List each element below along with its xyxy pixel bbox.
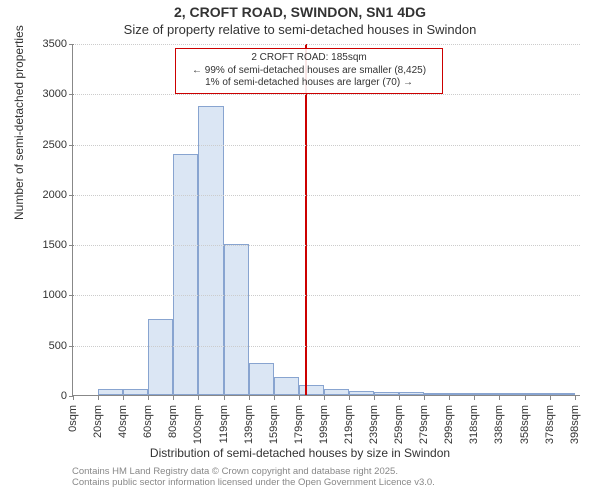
bars-layer [73,44,580,395]
y-tick-label: 1000 [43,289,73,301]
chart-title-line1: 2, CROFT ROAD, SWINDON, SN1 4DG [0,4,600,20]
chart-container: 2, CROFT ROAD, SWINDON, SN1 4DG Size of … [0,0,600,500]
x-tick-mark [575,395,576,400]
histogram-bar [424,393,449,395]
annotation-line2: ← 99% of semi-detached houses are smalle… [182,65,436,78]
x-tick-mark [299,395,300,400]
chart-title-line2: Size of property relative to semi-detach… [0,22,600,37]
y-tick-label: 500 [49,340,73,352]
annotation-line3: 1% of semi-detached houses are larger (7… [182,77,436,90]
histogram-bar [274,377,299,395]
x-tick-label: 239sqm [368,401,380,444]
x-tick-mark [98,395,99,400]
y-tick-label: 2500 [43,139,73,151]
histogram-bar [148,319,173,395]
gridline [73,94,580,95]
annotation-line1: 2 CROFT ROAD: 185sqm [182,52,436,65]
x-tick-label: 279sqm [418,401,430,444]
histogram-bar [349,391,374,395]
gridline [73,245,580,246]
histogram-bar [499,393,524,395]
footer-attribution: Contains HM Land Registry data © Crown c… [72,466,435,489]
x-tick-label: 179sqm [293,401,305,444]
histogram-bar [98,389,123,395]
histogram-bar [550,393,575,395]
x-tick-label: 199sqm [318,401,330,444]
histogram-bar [299,385,324,395]
gridline [73,44,580,45]
x-tick-mark [249,395,250,400]
x-tick-mark [424,395,425,400]
x-tick-label: 358sqm [519,401,531,444]
x-tick-mark [499,395,500,400]
x-tick-mark [399,395,400,400]
x-axis-label: Distribution of semi-detached houses by … [0,446,600,460]
x-tick-mark [449,395,450,400]
histogram-bar [525,393,550,395]
y-axis-label: Number of semi-detached properties [12,25,26,220]
histogram-bar [324,389,349,395]
gridline [73,295,580,296]
x-tick-label: 119sqm [218,401,230,443]
x-tick-mark [148,395,149,400]
footer-line2: Contains public sector information licen… [72,477,435,488]
x-tick-label: 219sqm [343,401,355,444]
x-tick-label: 378sqm [544,401,556,444]
plot-area: 2 CROFT ROAD: 185sqm ← 99% of semi-detac… [72,44,580,396]
y-tick-label: 2000 [43,189,73,201]
x-tick-mark [474,395,475,400]
x-tick-label: 0sqm [67,401,79,432]
footer-line1: Contains HM Land Registry data © Crown c… [72,466,435,477]
gridline [73,195,580,196]
x-tick-label: 338sqm [493,401,505,444]
histogram-bar [399,392,424,395]
histogram-bar [449,393,474,395]
reference-line [305,44,307,395]
x-tick-mark [123,395,124,400]
x-tick-label: 139sqm [243,401,255,444]
x-tick-label: 318sqm [468,401,480,444]
gridline [73,346,580,347]
x-tick-mark [73,395,74,400]
annotation-box: 2 CROFT ROAD: 185sqm ← 99% of semi-detac… [175,48,443,94]
histogram-bar [198,106,223,395]
x-tick-mark [173,395,174,400]
histogram-bar [374,392,399,395]
y-tick-label: 3500 [43,38,73,50]
x-tick-label: 398sqm [569,401,581,444]
x-tick-label: 299sqm [443,401,455,444]
y-tick-label: 1500 [43,239,73,251]
histogram-bar [474,393,499,395]
histogram-bar [249,363,274,395]
x-tick-label: 80sqm [167,401,179,438]
histogram-bar [173,154,198,395]
x-tick-label: 100sqm [192,401,204,444]
x-tick-label: 159sqm [268,401,280,444]
x-tick-mark [349,395,350,400]
histogram-bar [123,389,148,395]
x-tick-label: 20sqm [92,401,104,438]
x-tick-label: 259sqm [393,401,405,444]
x-tick-mark [324,395,325,400]
y-tick-label: 3000 [43,88,73,100]
x-tick-mark [274,395,275,400]
x-tick-mark [550,395,551,400]
x-tick-mark [374,395,375,400]
x-tick-mark [525,395,526,400]
x-tick-label: 40sqm [117,401,129,438]
x-tick-mark [198,395,199,400]
x-tick-mark [224,395,225,400]
gridline [73,145,580,146]
histogram-bar [224,244,249,395]
x-tick-label: 60sqm [142,401,154,438]
